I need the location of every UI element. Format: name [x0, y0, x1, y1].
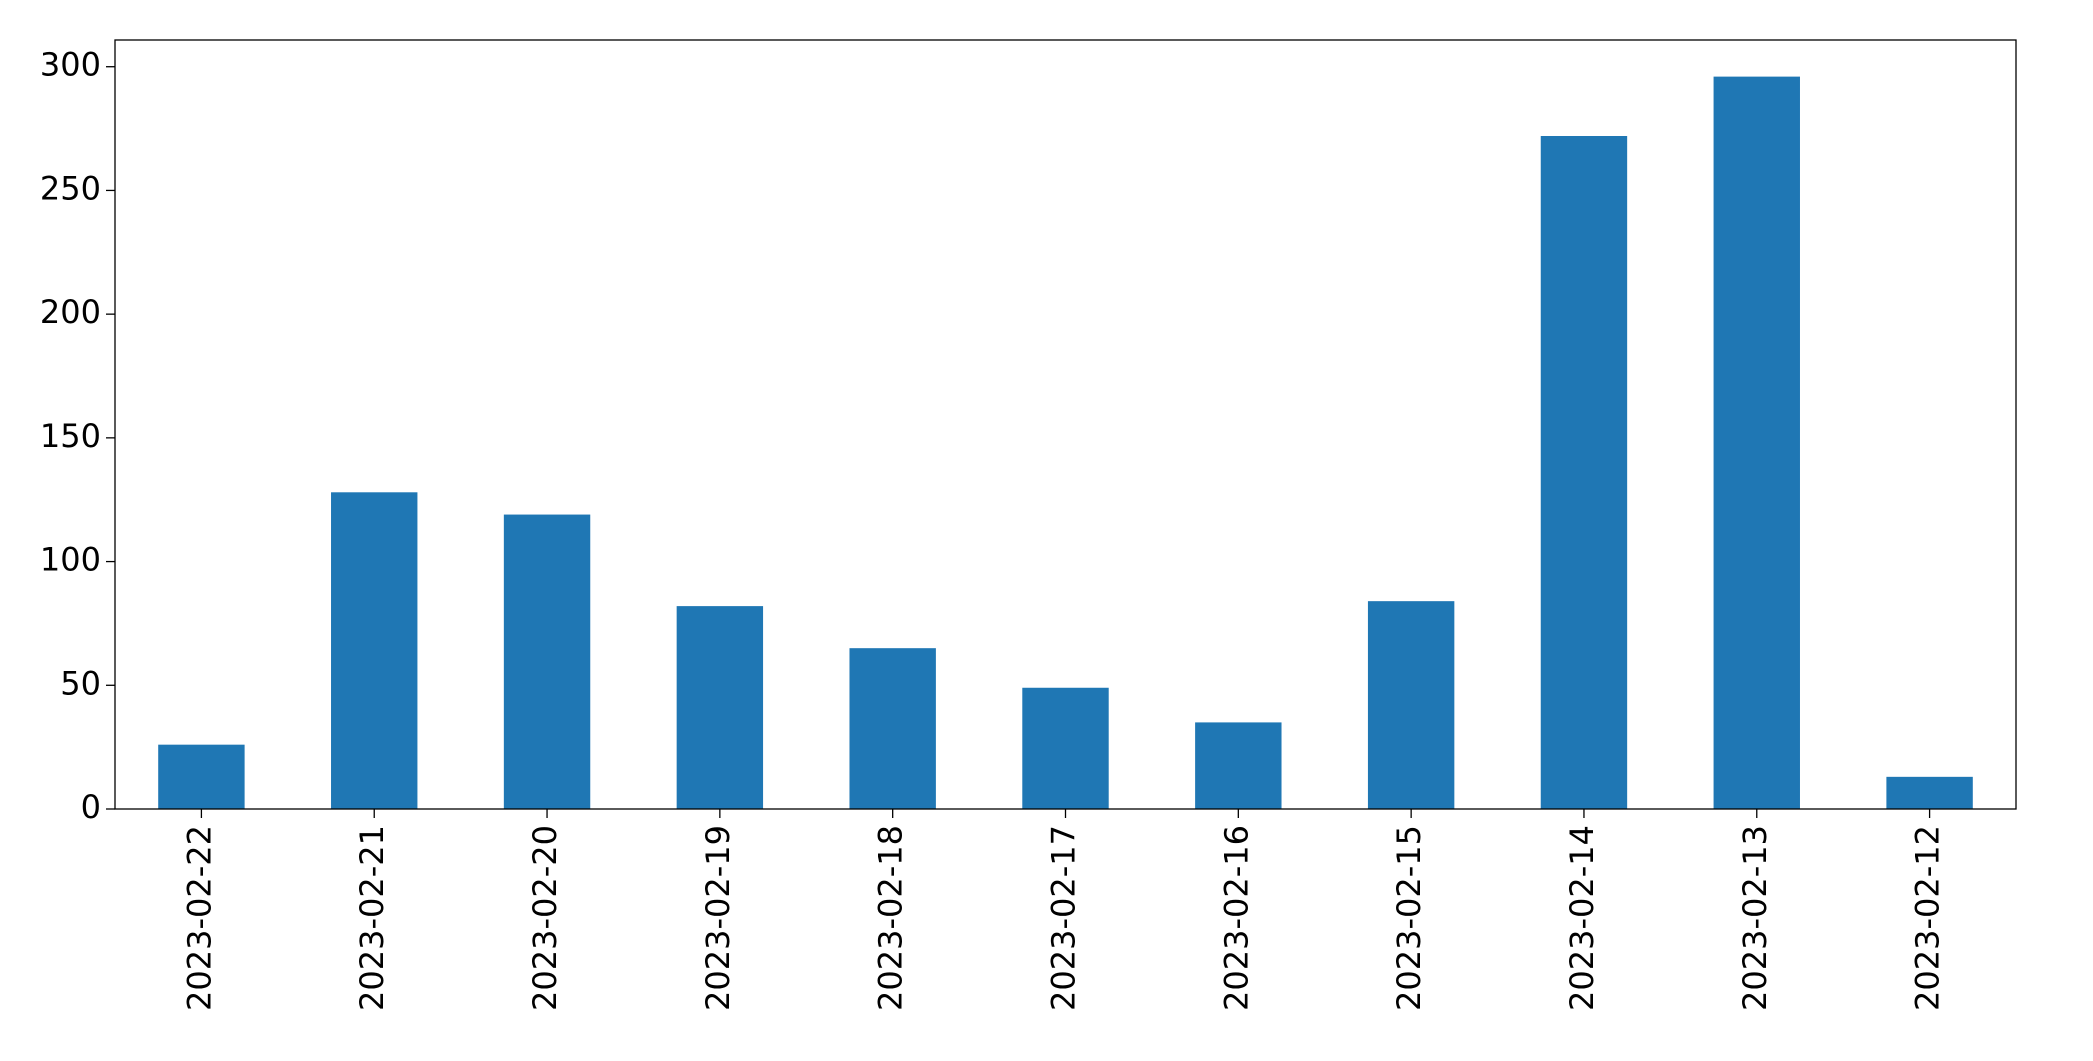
x-tick-label: 2023-02-22	[180, 825, 218, 1011]
x-tick-label: 2023-02-16	[1217, 825, 1255, 1011]
y-tick-label: 250	[40, 169, 101, 207]
x-tick-label: 2023-02-15	[1390, 825, 1428, 1011]
y-tick-label: 0	[81, 788, 101, 826]
plot-frame	[114, 39, 2017, 810]
bar	[503, 514, 591, 809]
y-tick-label: 200	[40, 293, 101, 331]
bar	[1886, 776, 1973, 809]
x-tick-label: 2023-02-12	[1909, 825, 1947, 1011]
y-tick-label: 300	[40, 46, 101, 84]
bar	[849, 648, 936, 809]
bar	[331, 492, 418, 809]
y-tick-label: 150	[40, 417, 101, 455]
bar	[158, 744, 245, 809]
bar	[676, 606, 764, 809]
x-tick-label: 2023-02-13	[1736, 825, 1774, 1011]
bar	[1195, 722, 1282, 809]
bar	[1367, 601, 1455, 809]
bar	[1540, 136, 1628, 809]
y-tick-label: 100	[40, 541, 101, 579]
bar	[1713, 76, 1800, 810]
x-tick-label: 2023-02-20	[526, 825, 564, 1011]
x-tick-label: 2023-02-18	[872, 825, 910, 1011]
x-tick-label: 2023-02-21	[353, 825, 391, 1011]
y-tick-label: 50	[60, 664, 101, 702]
x-tick-label: 2023-02-19	[699, 825, 737, 1011]
x-tick-label: 2023-02-14	[1563, 825, 1601, 1011]
x-tick-label: 2023-02-17	[1045, 825, 1083, 1011]
bar	[1022, 687, 1109, 809]
